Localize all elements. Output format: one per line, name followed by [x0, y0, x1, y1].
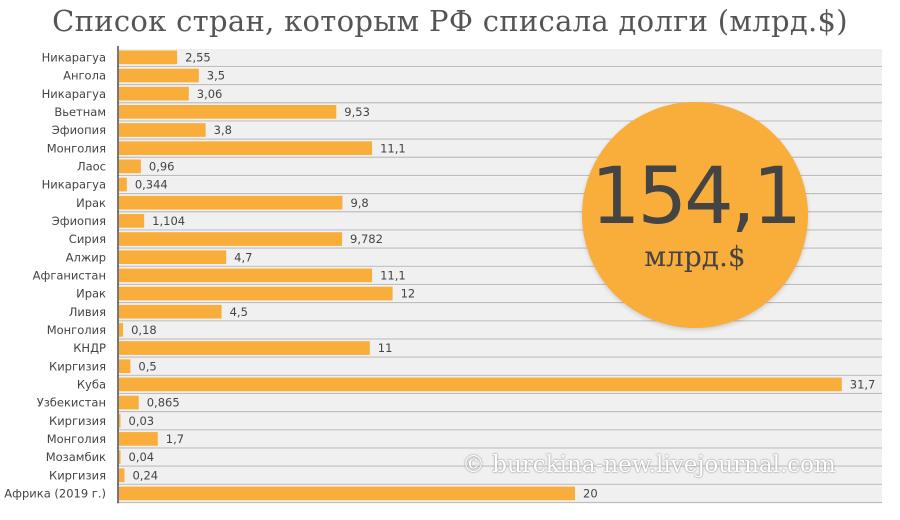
category-label: Ангола: [63, 69, 106, 83]
category-label: Киргизия: [49, 468, 106, 482]
category-label: Сирия: [69, 232, 106, 246]
data-label: 0,03: [129, 414, 155, 428]
category-label: Узбекистан: [37, 396, 106, 410]
category-label: Монголия: [47, 141, 106, 155]
data-label: 0,24: [132, 468, 158, 482]
total-badge: 154,1 млрд.$: [582, 102, 808, 328]
data-label: 31,7: [850, 378, 876, 392]
bar: [119, 468, 125, 483]
row-band: [118, 394, 882, 411]
category-label: Ирак: [76, 287, 106, 301]
bar: [119, 50, 178, 65]
row-band: [118, 49, 882, 66]
bar: [119, 286, 393, 301]
bar: [119, 359, 131, 374]
bar: [119, 123, 206, 137]
total-value: 154,1: [590, 152, 802, 242]
category-label: Куба: [77, 378, 106, 392]
data-label: 1,104: [152, 214, 185, 228]
data-label: 9,8: [350, 196, 368, 210]
category-label: Ирак: [76, 196, 106, 210]
category-label: Никарагуа: [42, 87, 106, 101]
bar: [119, 486, 575, 501]
bar: [119, 395, 139, 410]
category-label: Киргизия: [49, 359, 106, 373]
bar: [119, 232, 343, 246]
bar: [119, 177, 127, 192]
category-label: Афганистан: [33, 269, 106, 283]
data-label: 0,865: [147, 396, 180, 410]
category-label: Никарагуа: [42, 178, 106, 192]
category-label: Эфиопия: [52, 123, 106, 137]
row-band: [118, 430, 882, 448]
category-label: КНДР: [73, 341, 106, 355]
data-label: 0,18: [131, 323, 157, 337]
data-label: 3,06: [197, 87, 223, 101]
data-label: 11: [378, 341, 393, 355]
data-label: 4,7: [234, 250, 252, 264]
row-band: [118, 357, 882, 375]
data-label: 2,55: [185, 51, 211, 65]
data-label: 0,96: [149, 160, 175, 174]
bar: [119, 413, 121, 428]
bar: [119, 195, 343, 210]
bar: [119, 214, 145, 228]
category-label: Африка (2019 г.): [4, 487, 106, 501]
row-band: [118, 321, 882, 339]
data-label: 1,7: [166, 432, 184, 446]
watermark: © burckina-new.livejournal.com: [462, 452, 836, 478]
data-label: 20: [583, 487, 598, 501]
row-band: [118, 448, 882, 466]
bar: [119, 377, 842, 392]
data-label: 3,5: [207, 69, 225, 83]
row-band: [118, 412, 882, 430]
row-band: [118, 85, 882, 103]
category-label: Монголия: [47, 432, 106, 446]
bar: [119, 341, 370, 355]
data-label: 9,53: [344, 105, 370, 119]
bar: [119, 304, 222, 319]
data-label: 9,782: [350, 232, 383, 246]
bar: [119, 268, 373, 283]
row-band: [118, 466, 882, 484]
data-label: 0,344: [135, 178, 168, 192]
bar: [119, 450, 121, 464]
bar: [119, 323, 124, 337]
data-label: 11,1: [380, 269, 406, 283]
total-unit: млрд.$: [644, 240, 746, 273]
bar: [119, 105, 337, 119]
chart-title: Список стран, которым РФ списала долги (…: [52, 4, 848, 38]
category-label: Вьетнам: [54, 105, 106, 119]
category-label: Алжир: [66, 250, 106, 264]
bar: [119, 86, 189, 101]
data-label: 12: [401, 287, 416, 301]
row-band: [118, 67, 882, 84]
category-label: Эфиопия: [52, 214, 106, 228]
category-label: Никарагуа: [42, 51, 106, 65]
data-label: 0,5: [138, 359, 156, 373]
category-label: Ливия: [69, 305, 106, 319]
category-label: Монголия: [47, 323, 106, 337]
bar: [119, 141, 373, 156]
bar: [119, 432, 158, 446]
data-label: 3,8: [214, 123, 232, 137]
data-label: 4,5: [230, 305, 248, 319]
data-label: 11,1: [380, 141, 406, 155]
category-label: Мозамбик: [46, 450, 106, 464]
category-label: Киргизия: [49, 414, 106, 428]
bar: [119, 250, 227, 265]
bar: [119, 68, 199, 83]
bar: [119, 159, 141, 174]
category-label: Лаос: [77, 160, 106, 174]
data-label: 0,04: [129, 450, 155, 464]
